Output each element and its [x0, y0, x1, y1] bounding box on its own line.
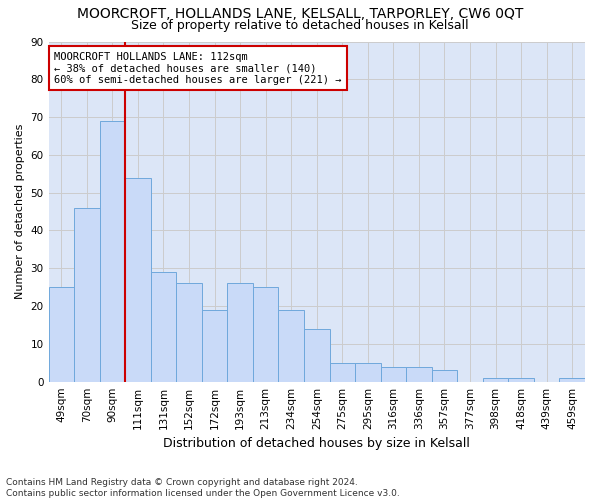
Bar [304, 329, 329, 382]
Bar [432, 370, 457, 382]
Bar [74, 208, 100, 382]
Text: Size of property relative to detached houses in Kelsall: Size of property relative to detached ho… [131, 19, 469, 32]
Bar [227, 284, 253, 382]
Bar [151, 272, 176, 382]
Bar [406, 366, 432, 382]
Bar [559, 378, 585, 382]
Text: MOORCROFT, HOLLANDS LANE, KELSALL, TARPORLEY, CW6 0QT: MOORCROFT, HOLLANDS LANE, KELSALL, TARPO… [77, 8, 523, 22]
Bar [176, 284, 202, 382]
Text: MOORCROFT HOLLANDS LANE: 112sqm
← 38% of detached houses are smaller (140)
60% o: MOORCROFT HOLLANDS LANE: 112sqm ← 38% of… [54, 52, 341, 85]
Bar [100, 121, 125, 382]
Bar [483, 378, 508, 382]
Text: Contains HM Land Registry data © Crown copyright and database right 2024.
Contai: Contains HM Land Registry data © Crown c… [6, 478, 400, 498]
Bar [202, 310, 227, 382]
Bar [125, 178, 151, 382]
Bar [380, 366, 406, 382]
X-axis label: Distribution of detached houses by size in Kelsall: Distribution of detached houses by size … [163, 437, 470, 450]
Bar [355, 363, 380, 382]
Bar [329, 363, 355, 382]
Bar [508, 378, 534, 382]
Bar [278, 310, 304, 382]
Bar [253, 287, 278, 382]
Y-axis label: Number of detached properties: Number of detached properties [15, 124, 25, 300]
Bar [49, 287, 74, 382]
